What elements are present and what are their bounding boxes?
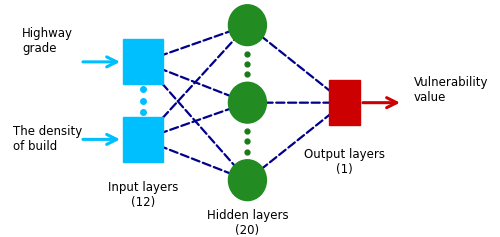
Ellipse shape [228,5,266,46]
Text: The density
of build: The density of build [12,125,82,153]
Text: Input layers
(12): Input layers (12) [108,181,178,209]
Text: Output layers
(1): Output layers (1) [304,148,385,176]
FancyBboxPatch shape [330,80,360,125]
Ellipse shape [228,82,266,123]
Text: Highway
grade: Highway grade [22,27,73,55]
Text: Hidden layers
(20): Hidden layers (20) [206,209,288,237]
Text: Vulnerability
value: Vulnerability value [414,77,488,105]
FancyBboxPatch shape [123,39,163,84]
Ellipse shape [228,160,266,201]
FancyBboxPatch shape [123,117,163,162]
